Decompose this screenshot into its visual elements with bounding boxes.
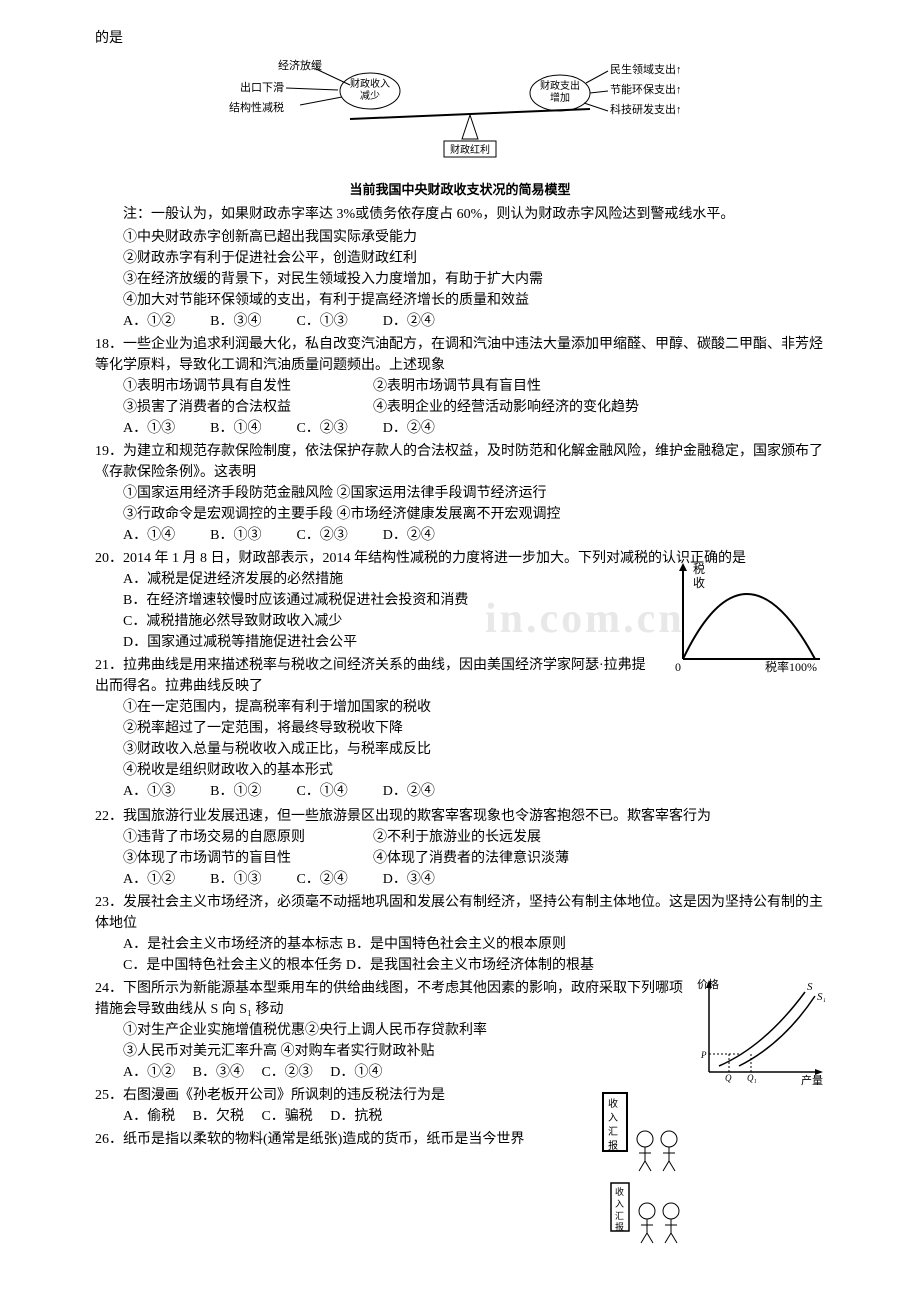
diagram-caption: 当前我国中央财政收支状况的简易模型 (95, 180, 825, 200)
q17-stmt-3: ③在经济放缓的背景下，对民生领域投入力度增加，有助于扩大内需 (95, 269, 825, 290)
svg-text:P: P (700, 1050, 707, 1060)
supply-xlabel: 产量 (801, 1073, 823, 1086)
q17-stmt-4: ④加大对节能环保领域的支出，有利于提高经济增长的质量和效益 (95, 290, 825, 311)
q23-head: 23．发展社会主义市场经济，必须毫不动摇地巩固和发展公有制经济，坚持公有制主体地… (95, 892, 825, 934)
svg-text:入: 入 (615, 1199, 624, 1209)
diagram-right-node-l2: 增加 (550, 91, 570, 104)
svg-text:Q: Q (725, 1073, 732, 1083)
q22-s4: ④体现了消费者的法律意识淡薄 (373, 848, 569, 869)
laffer-origin: 0 (675, 660, 681, 674)
svg-text:收: 收 (608, 1097, 618, 1110)
q18-s4: ④表明企业的经营活动影响经济的变化趋势 (373, 397, 639, 418)
q22-s1: ①违背了市场交易的自愿原则 (123, 827, 373, 848)
q18-s3: ③损害了消费者的合法权益 (123, 397, 373, 418)
q22-s3: ③体现了市场调节的盲目性 (123, 848, 373, 869)
supply-figure: 价格 产量 S S₁ P Q Q₁ (695, 976, 825, 1093)
q25-options: A．偷税 B．欠税 C．骗税 D．抗税 (95, 1106, 825, 1127)
q19-head: 19．为建立和规范存款保险制度，依法保护存款人的合法权益，及时防范和化解金融风险… (95, 441, 825, 483)
diagram-note: 注：一般认为，如果财政赤字率达 3%或债务依存度占 60%，则认为财政赤字风险达… (95, 204, 825, 225)
svg-text:入: 入 (608, 1113, 618, 1124)
supply-s: S (807, 981, 813, 993)
q21-stmt-1: ①在一定范围内，提高税率有利于增加国家的税收 (95, 697, 825, 718)
svg-text:汇: 汇 (608, 1125, 618, 1138)
fragment-top: 的是 (95, 28, 825, 49)
laffer-xlabel: 税率100% (765, 659, 817, 674)
q23-ab: A．是社会主义市场经济的基本标志 B．是中国特色社会主义的根本原则 (95, 934, 825, 955)
svg-text:Q₁: Q₁ (747, 1073, 757, 1083)
q22-s2: ②不利于旅游业的长远发展 (373, 827, 541, 848)
q19-stmt-1: ①国家运用经济手段防范金融风险 ②国家运用法律手段调节经济运行 (95, 483, 825, 504)
diagram-right-label-1: 节能环保支出↑ (610, 82, 682, 96)
q21-options: A．①③ B．①② C．①④ D．②④ (95, 781, 825, 802)
cartoon-figure: 收 入 汇 报 收 入 汇 报 (597, 1085, 687, 1252)
diagram-right-label-2: 科技研发支出↑ (610, 102, 682, 116)
laffer-figure: 税 收 0 税率100% (665, 559, 825, 681)
diagram-left-label-1: 出口下滑 (240, 80, 284, 94)
q18-pair-2: ③损害了消费者的合法权益 ④表明企业的经营活动影响经济的变化趋势 (95, 397, 825, 418)
q26-head: 26．纸币是指以柔软的物料(通常是纸张)造成的货币，纸币是当今世界 (95, 1129, 825, 1150)
q18-head: 18．一些企业为追求利润最大化，私自改变汽油配方，在调和汽油中违法大量添加甲缩醛… (95, 334, 825, 376)
q21-stmt-2: ②税率超过了一定范围，将最终导致税收下降 (95, 718, 825, 739)
supply-ylabel: 价格 (697, 977, 719, 991)
laffer-ylabel-2: 收 (693, 576, 705, 590)
svg-text:报: 报 (615, 1221, 624, 1232)
diagram-left-label-2: 结构性减税 (229, 100, 284, 114)
q21-stmt-3: ③财政收入总量与税收收入成正比，与税率成反比 (95, 739, 825, 760)
q22-pair-2: ③体现了市场调节的盲目性 ④体现了消费者的法律意识淡薄 (95, 848, 825, 869)
q22-head: 22．我国旅游行业发展迅速，但一些旅游景区出现的欺客宰客现象也令游客抱怨不已。欺… (95, 806, 825, 827)
q19-options: A．①④ B．①③ C．②③ D．②④ (95, 525, 825, 546)
svg-text:收: 收 (615, 1186, 624, 1197)
q21-stmt-4: ④税收是组织财政收入的基本形式 (95, 760, 825, 781)
q17-stmt-2: ②财政赤字有利于促进社会公平，创造财政红利 (95, 248, 825, 269)
diagram-right-label-0: 民生领域支出↑ (610, 62, 682, 76)
diagram-left-node-l1: 财政收入 (350, 77, 390, 90)
fiscal-diagram: 经济放缓 出口下滑 结构性减税 财政收入 减少 财政红利 财政支出 增加 民生领… (95, 57, 825, 174)
svg-text:报: 报 (608, 1139, 618, 1152)
q20-head: 20．2014 年 1 月 8 日，财政部表示，2014 年结构性减税的力度将进… (95, 548, 825, 569)
q18-s2: ②表明市场调节具有盲目性 (373, 376, 541, 397)
q23-cd: C．是中国特色社会主义的根本任务 D．是我国社会主义市场经济体制的根基 (95, 955, 825, 976)
q17-options: A．①② B．③④ C．①③ D．②④ (95, 311, 825, 332)
supply-s1: S₁ (817, 991, 825, 1003)
q22-pair-1: ①违背了市场交易的自愿原则 ②不利于旅游业的长远发展 (95, 827, 825, 848)
diagram-center-node: 财政红利 (450, 143, 490, 156)
q18-options: A．①③ B．①④ C．②③ D．②④ (95, 418, 825, 439)
q22-options: A．①② B．①③ C．②④ D．③④ (95, 869, 825, 890)
q17-stmt-1: ①中央财政赤字创新高已超出我国实际承受能力 (95, 227, 825, 248)
svg-text:汇: 汇 (615, 1211, 624, 1221)
diagram-left-node-l2: 减少 (360, 90, 380, 102)
diagram-right-node-l1: 财政支出 (540, 79, 580, 92)
diagram-left-label-0: 经济放缓 (278, 58, 322, 72)
q19-stmt-2: ③行政命令是宏观调控的主要手段 ④市场经济健康发展离不开宏观调控 (95, 504, 825, 525)
q18-s1: ①表明市场调节具有自发性 (123, 376, 373, 397)
q18-pair-1: ①表明市场调节具有自发性 ②表明市场调节具有盲目性 (95, 376, 825, 397)
